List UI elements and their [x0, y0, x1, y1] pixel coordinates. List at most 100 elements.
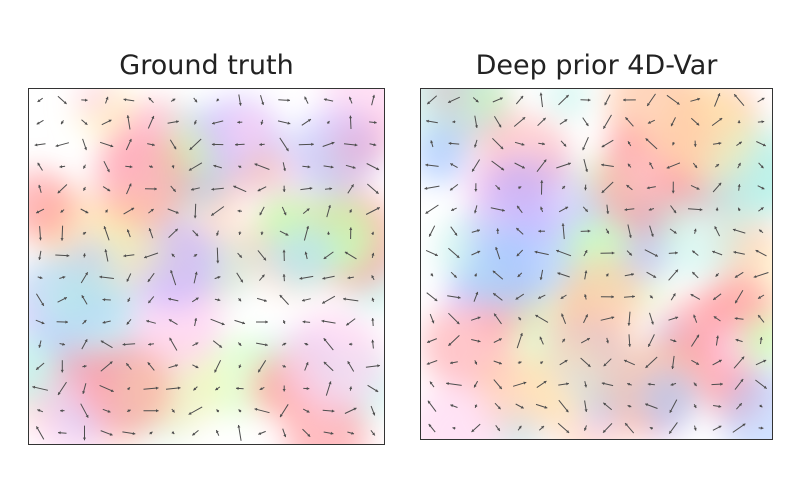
arrow-head	[194, 99, 198, 103]
vector-arrow	[556, 249, 572, 257]
arrow-head	[132, 432, 136, 436]
arrow-head	[673, 339, 677, 343]
arrow-head	[128, 138, 132, 142]
arrow-head	[240, 279, 243, 283]
arrow-head	[36, 210, 40, 214]
arrow-head	[279, 295, 283, 298]
arrow-head	[625, 117, 629, 121]
arrow-head	[584, 270, 588, 274]
arrow-head	[152, 143, 155, 147]
arrow-head	[611, 251, 615, 255]
arrow-head	[696, 186, 700, 190]
arrow-head	[216, 98, 220, 102]
color-blob	[421, 385, 502, 439]
arrow-head	[100, 340, 104, 344]
arrow-head	[99, 275, 103, 279]
arrow-head	[742, 423, 746, 427]
arrow-head	[126, 363, 130, 367]
color-blob	[242, 149, 283, 189]
arrow-head	[425, 163, 429, 167]
arrow-head	[761, 97, 765, 101]
arrow-head	[649, 162, 653, 166]
arrow-head	[540, 361, 543, 365]
arrow-head	[348, 96, 352, 100]
arrow-head	[693, 383, 697, 386]
arrow-head	[649, 295, 653, 299]
color-blob	[521, 340, 604, 423]
arrow-head	[494, 313, 497, 317]
vector-arrow	[425, 204, 439, 215]
arrow-head	[434, 253, 438, 256]
arrow-head	[675, 251, 678, 255]
arrow-head	[474, 361, 478, 365]
color-blob	[497, 413, 543, 439]
arrow-head	[144, 255, 147, 259]
arrow-head	[498, 338, 502, 342]
arrow-head	[193, 387, 197, 391]
arrow-head	[171, 431, 175, 434]
arrow-head	[605, 273, 609, 277]
arrow-head	[718, 359, 722, 363]
arrow-head	[601, 163, 604, 167]
arrow-head	[566, 430, 570, 433]
arrow-head	[429, 381, 433, 385]
color-blob	[80, 342, 174, 435]
arrow-head	[239, 254, 242, 258]
arrow-head	[238, 102, 242, 106]
arrow-head	[715, 207, 719, 211]
color-field	[421, 89, 772, 439]
arrow-head	[518, 317, 522, 321]
arrow-head	[173, 146, 177, 150]
arrow-head	[741, 356, 745, 360]
arrow-head	[36, 366, 40, 370]
arrow-head	[108, 119, 112, 123]
arrow-head	[83, 320, 87, 323]
color-blob	[76, 89, 114, 117]
arrow-head	[37, 409, 41, 412]
arrow-head	[738, 403, 742, 407]
arrow-head	[352, 165, 356, 169]
arrow-head	[755, 250, 759, 253]
arrow-head	[214, 369, 218, 373]
arrow-head	[648, 207, 652, 211]
arrow-head	[562, 338, 565, 342]
arrow-head	[264, 299, 267, 302]
plot-area-ground-truth	[28, 88, 385, 445]
vector-arrow	[189, 138, 202, 151]
arrow-head	[287, 121, 291, 125]
arrow-head	[425, 210, 429, 214]
vector-arrow	[170, 269, 177, 286]
arrow-head	[475, 99, 479, 103]
arrow-head	[457, 295, 461, 299]
arrow-head	[38, 184, 42, 188]
arrow-head	[735, 338, 739, 342]
arrow-head	[216, 409, 220, 413]
arrow-head	[582, 147, 586, 151]
arrow-head	[517, 274, 521, 277]
arrow-head	[38, 257, 42, 260]
arrow-head	[474, 273, 477, 277]
arrow-head	[306, 208, 310, 212]
arrow-head	[107, 188, 111, 192]
arrow-head	[126, 278, 130, 282]
arrow-head	[649, 427, 653, 430]
arrow-head	[83, 165, 86, 169]
arrow-head	[194, 254, 198, 257]
arrow-head	[287, 98, 290, 102]
arrow-head	[539, 336, 543, 340]
arrow-head	[62, 342, 65, 346]
arrow-head	[676, 101, 680, 105]
color-blob	[544, 89, 591, 120]
arrow-head	[372, 432, 375, 436]
arrow-head	[211, 212, 215, 216]
color-blob	[281, 309, 383, 412]
arrow-head	[331, 141, 335, 145]
arrow-head	[194, 271, 198, 275]
color-blob	[231, 109, 269, 146]
arrow-head	[195, 297, 199, 301]
arrow-head	[693, 144, 697, 147]
arrow-head	[523, 381, 527, 385]
vector-arrow	[492, 137, 504, 150]
arrow-head	[693, 405, 697, 408]
arrow-head	[692, 250, 696, 254]
